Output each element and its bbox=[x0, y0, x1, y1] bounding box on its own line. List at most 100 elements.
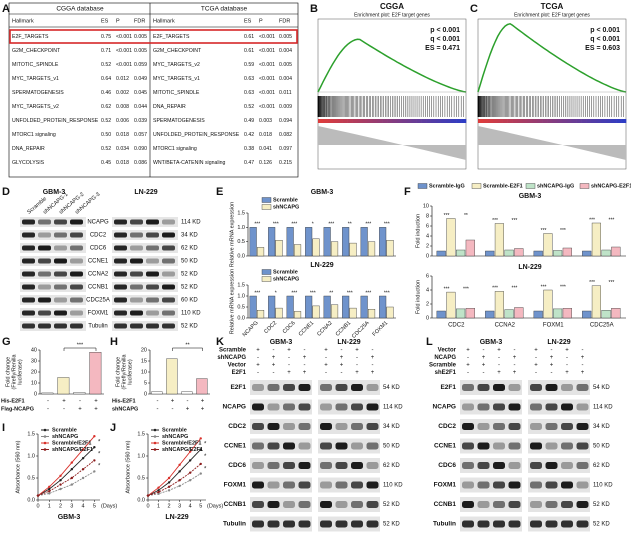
kd-label: 54 KD bbox=[593, 385, 610, 391]
gsea-stat: p < 0.001 bbox=[430, 27, 460, 34]
blot-band bbox=[162, 323, 175, 329]
column-header: FDR bbox=[279, 18, 290, 24]
condition-label: Vector bbox=[438, 348, 457, 354]
blot-band bbox=[493, 384, 505, 391]
y-tick-label: 10 bbox=[31, 380, 37, 386]
significance: *** bbox=[310, 290, 316, 296]
blot-strip bbox=[460, 419, 522, 434]
point bbox=[188, 459, 192, 462]
legend-swatch bbox=[579, 183, 590, 189]
point bbox=[199, 472, 202, 475]
blot-band bbox=[298, 423, 311, 430]
blot-band bbox=[576, 520, 589, 528]
blot-band bbox=[267, 442, 280, 450]
blot-band bbox=[70, 232, 83, 238]
bar bbox=[456, 249, 466, 257]
condition-sign: - bbox=[304, 363, 306, 369]
table-cell: 0.215 bbox=[279, 160, 292, 166]
blot-strip bbox=[20, 308, 86, 318]
column-header: ES bbox=[244, 18, 252, 24]
gsea-stat: q < 0.001 bbox=[430, 36, 460, 43]
protein-label: CCNE1 bbox=[434, 443, 456, 450]
y-axis-label: Fold induction bbox=[415, 280, 421, 314]
legend-label: shNCAPG bbox=[273, 276, 299, 282]
blot-band bbox=[493, 403, 505, 411]
blot-band bbox=[561, 403, 573, 411]
condition-sign: + bbox=[466, 363, 470, 369]
bar bbox=[249, 227, 257, 257]
condition-sign: - bbox=[157, 407, 159, 413]
blot-band bbox=[576, 501, 589, 508]
table-cell: 0.005 bbox=[279, 34, 292, 40]
legend-label: Scramble bbox=[52, 427, 77, 433]
blot-band bbox=[366, 462, 379, 469]
x-tick-label: CCNB1 bbox=[335, 320, 352, 337]
table-cell: 0.005 bbox=[134, 48, 147, 54]
blot-band bbox=[146, 232, 159, 238]
blot-band bbox=[252, 462, 264, 469]
y-tick-label: 0.0 bbox=[27, 497, 35, 503]
blot-band bbox=[22, 232, 35, 238]
protein-label: NCAPG bbox=[433, 404, 456, 411]
panel-label: H bbox=[110, 336, 118, 348]
blot-band bbox=[335, 423, 348, 430]
blot-band bbox=[320, 423, 332, 430]
y-tick-label: 0.5 bbox=[237, 304, 245, 310]
rank-gradient bbox=[507, 119, 513, 123]
table-cell: 0.003 bbox=[259, 118, 272, 124]
rank-gradient bbox=[401, 119, 408, 123]
condition-sign: - bbox=[157, 399, 159, 405]
point bbox=[48, 487, 51, 491]
panel-label: D bbox=[2, 186, 10, 198]
table-cell: 0.45 bbox=[101, 160, 111, 166]
blot-band bbox=[462, 462, 474, 469]
condition-label: Vector bbox=[228, 363, 247, 369]
blot-strip bbox=[20, 295, 86, 305]
blot-band bbox=[162, 310, 175, 316]
bar bbox=[611, 308, 621, 319]
bar bbox=[268, 227, 276, 257]
blot-band bbox=[561, 520, 573, 528]
rank-gradient bbox=[456, 119, 462, 123]
y-tick-label: 6 bbox=[426, 273, 429, 279]
blot-band bbox=[70, 284, 83, 290]
bar bbox=[582, 310, 592, 319]
bar bbox=[533, 310, 543, 319]
significance: *** bbox=[512, 218, 518, 224]
gsea-subtitle: Enrichment plot: E2F target genes bbox=[514, 12, 590, 18]
table-cell: 0.094 bbox=[279, 118, 292, 124]
blot-band bbox=[462, 442, 474, 450]
significance: *** bbox=[492, 286, 498, 292]
blot-band bbox=[54, 232, 67, 238]
table-cell: 0.045 bbox=[134, 90, 147, 96]
group-label: LN-229 bbox=[337, 339, 360, 346]
blot-strip bbox=[250, 497, 312, 512]
blot-band bbox=[477, 384, 490, 391]
blot-strip bbox=[112, 308, 178, 318]
significance: *** bbox=[365, 222, 371, 228]
table-cell: 0.044 bbox=[134, 104, 147, 110]
y-tick-label: 1.5 bbox=[27, 431, 35, 437]
bar bbox=[485, 310, 495, 319]
y-tick-label: 10 bbox=[423, 203, 429, 209]
blot-band bbox=[146, 245, 159, 251]
blot-band bbox=[70, 310, 83, 316]
blot-strip bbox=[20, 256, 86, 266]
group-label: GBM-3 bbox=[270, 339, 293, 346]
kd-label: 110 KD bbox=[181, 311, 201, 317]
bar bbox=[456, 308, 466, 319]
blot-band bbox=[530, 403, 542, 411]
blot-band bbox=[162, 271, 175, 277]
blot-band bbox=[70, 219, 83, 225]
y-tick-label: 4 bbox=[426, 233, 429, 239]
blot-strip bbox=[250, 516, 312, 532]
protein-label: FOXM1 bbox=[434, 482, 457, 489]
blot-strip bbox=[112, 256, 178, 266]
point bbox=[157, 490, 160, 494]
blot-band bbox=[576, 384, 589, 391]
point bbox=[70, 461, 74, 464]
bar bbox=[446, 291, 456, 319]
blot-strip bbox=[528, 380, 590, 395]
bar bbox=[514, 307, 524, 319]
significance: *** bbox=[384, 222, 390, 228]
